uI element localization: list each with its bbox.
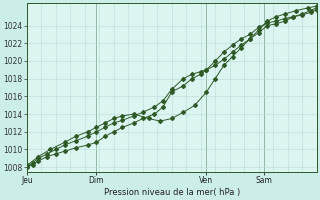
- X-axis label: Pression niveau de la mer( hPa ): Pression niveau de la mer( hPa ): [104, 188, 240, 197]
